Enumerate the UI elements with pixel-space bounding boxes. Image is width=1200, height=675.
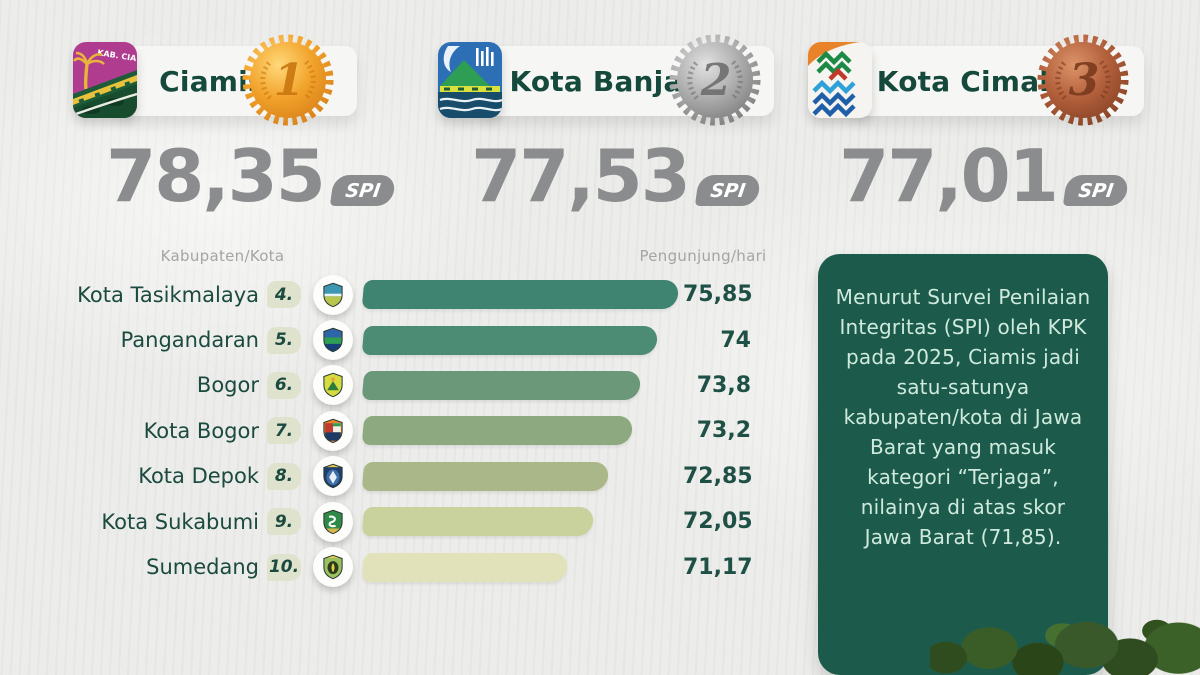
rank-badge: 7. <box>267 417 301 445</box>
trees-photo <box>930 596 1200 675</box>
ranking-row: Kota Tasikmalaya 4. 75,85 <box>2 272 782 317</box>
region-label: Pangandaran <box>120 328 259 353</box>
score-value: 72,05 <box>683 509 753 535</box>
region-label: Kota Depok <box>138 464 259 489</box>
kota-banjar-logo-icon <box>438 42 502 118</box>
kota-bogor-emblem-icon <box>313 410 353 451</box>
top-card-kota-cimahi: Kota Cimahi <box>808 34 1144 134</box>
score-value: 74 <box>720 327 751 353</box>
top-card-kota-banjar: Kota Banjar <box>438 34 774 134</box>
rank-badge: 5. <box>267 326 301 354</box>
region-label: Kota Bogor <box>143 418 259 443</box>
region-label: Bogor <box>196 373 259 398</box>
gold-medal-icon: 1 <box>242 34 334 126</box>
rank-badge: 9. <box>267 508 301 536</box>
ranking-row: Kota Bogor 7. 73,2 <box>2 408 782 453</box>
sumedang-emblem-icon <box>313 547 353 588</box>
bogor-emblem-icon <box>313 365 353 406</box>
score-value: 71,17 <box>683 554 753 580</box>
score-value: 73,8 <box>696 372 751 398</box>
score-value: 77,01 <box>839 134 1059 218</box>
bronze-medal-icon: 3 <box>1037 34 1129 126</box>
score-bar <box>361 507 595 537</box>
ranking-row: Kota Sukabumi 9. 72,05 <box>2 499 782 544</box>
rank-badge: 10. <box>267 553 301 581</box>
ranking-row: Sumedang 10. 71,17 <box>2 544 782 589</box>
score-value: 75,85 <box>683 282 753 308</box>
column-header-region: Kabupaten/Kota <box>160 247 285 265</box>
score-bar <box>361 461 610 491</box>
score-bar <box>361 416 634 446</box>
kab-ciamis-logo-icon: KAB. CIA <box>73 42 137 118</box>
score-kota-cimahi: 77,01 SPI <box>823 126 1143 212</box>
score-kota-banjar: 77,53 SPI <box>455 126 775 212</box>
score-value: 72,85 <box>683 463 753 489</box>
card-title: Kota Cimahi <box>876 64 1070 98</box>
pangandaran-emblem-icon <box>313 320 353 361</box>
kota-cimahi-logo-icon <box>808 42 872 118</box>
silver-medal-icon: 2 <box>669 34 761 126</box>
score-value: 73,2 <box>696 418 751 444</box>
score-value: 77,53 <box>471 134 691 218</box>
spi-unit-badge: SPI <box>1062 175 1130 206</box>
score-value: 78,35 <box>106 134 326 218</box>
score-bar <box>361 552 569 582</box>
medal-number: 1 <box>274 55 305 106</box>
region-label: Kota Tasikmalaya <box>77 282 259 307</box>
medal-number: 2 <box>700 55 732 106</box>
kota-tasikmalaya-emblem-icon <box>313 274 353 315</box>
kota-sukabumi-emblem-icon <box>313 501 353 542</box>
score-bar <box>361 280 680 310</box>
top-card-ciamis: Ciamis KAB. CIA <box>73 34 403 134</box>
note-text: Menurut Survei Penilaian Integritas (SPI… <box>835 285 1091 549</box>
rank-badge: 8. <box>267 462 301 490</box>
region-label: Sumedang <box>146 555 259 580</box>
ranking-rows: Kota Tasikmalaya 4. 75,85 Pangandaran 5. <box>2 272 782 590</box>
card-title: Kota Banjar <box>509 64 697 98</box>
score-bar <box>361 325 659 355</box>
score-ciamis: 78,35 SPI <box>90 126 410 212</box>
ranking-row: Bogor 6. 73,8 <box>2 363 782 408</box>
rank-badge: 4. <box>267 281 301 309</box>
medal-number: 3 <box>1069 55 1100 106</box>
region-label: Kota Sukabumi <box>101 509 259 534</box>
column-header-value: Pengunjung/hari <box>639 247 767 265</box>
spi-unit-badge: SPI <box>329 175 397 206</box>
rank-badge: 6. <box>267 371 301 399</box>
spi-unit-badge: SPI <box>694 175 762 206</box>
ranking-row: Kota Depok 8. 72,85 <box>2 454 782 499</box>
ranking-row: Pangandaran 5. 74 <box>2 317 782 362</box>
score-bar <box>361 370 642 400</box>
kota-depok-emblem-icon <box>313 456 353 497</box>
